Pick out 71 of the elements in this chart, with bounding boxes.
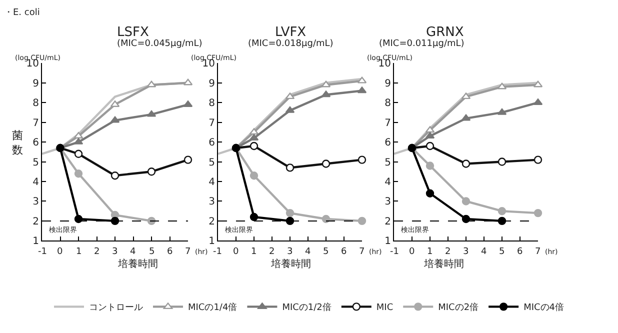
y-tick-label: 9 [32, 78, 39, 90]
x-tick-label: 2 [94, 247, 100, 257]
y-tick-label: 1 [32, 236, 39, 248]
x-tick-label: 5 [499, 247, 505, 257]
y-tick-label: 2 [208, 216, 215, 228]
y-tick-label: 6 [32, 138, 39, 149]
chart-title: LVFX [275, 25, 306, 40]
chart-title: LSFX [117, 25, 149, 40]
y-tick-label: 2 [384, 216, 391, 228]
y-tick-label: 3 [208, 196, 215, 208]
x-tick-label: 3 [112, 247, 118, 257]
x-axis-title: 培養時間 [423, 258, 464, 270]
y-tick-label: 5 [32, 157, 39, 168]
x-tick-label: 5 [149, 247, 155, 257]
x-tick-label: 4 [305, 247, 311, 257]
x-tick-label: 0 [233, 247, 239, 257]
x-tick-label: 6 [167, 247, 173, 257]
y-tick-label: 5 [384, 157, 391, 168]
x-tick-label: 5 [323, 247, 329, 257]
x-tick-label: 7 [359, 247, 365, 257]
x-tick-label: 6 [517, 247, 523, 257]
x-tick-label: -1 [390, 247, 399, 257]
y-tick-label: 2 [32, 216, 39, 228]
x-tick-label: 4 [481, 247, 487, 257]
x-axis-title: 培養時間 [117, 258, 158, 270]
y-tick-label: 1 [208, 236, 215, 248]
y-tick-label: 7 [32, 118, 39, 129]
y-tick-label: 3 [32, 196, 39, 208]
y-tick-label: 1 [384, 236, 391, 248]
y-tick-label: 3 [384, 196, 391, 208]
y-tick-label: 8 [384, 98, 391, 110]
chart-subtitle: (MIC=0.011μg/mL) [379, 39, 464, 49]
chart-subtitle: (MIC=0.018μg/mL) [248, 39, 334, 49]
y-tick-label: 9 [384, 78, 391, 90]
y-tick-label: 5 [208, 157, 215, 168]
y-tick-label: 8 [32, 98, 39, 110]
y-tick-label: 4 [32, 177, 39, 188]
x-tick-label: 7 [185, 247, 191, 257]
x-tick-label: -1 [38, 247, 47, 257]
legend-label: MICの1/4倍 [188, 302, 238, 314]
x-tick-label: 1 [251, 247, 257, 257]
legend-label: MICの1/2倍 [282, 302, 332, 314]
legend-label: MICの2倍 [438, 302, 479, 314]
x-tick-label: 1 [427, 247, 433, 257]
x-tick-label: 7 [535, 247, 541, 257]
y-tick-label: 4 [384, 177, 391, 188]
chart-title: GRNX [426, 25, 464, 40]
y-axis-title: 菌数 [12, 129, 23, 156]
y-tick-label: 6 [208, 138, 215, 149]
y-tick-label: 4 [208, 177, 215, 188]
y-tick-label: 7 [208, 118, 215, 129]
legend-label: MIC [376, 303, 394, 314]
y-tick-label: 8 [208, 98, 215, 110]
x-tick-label: 1 [76, 247, 82, 257]
y-tick-label: 9 [208, 78, 215, 90]
x-tick-label: 0 [57, 247, 63, 257]
legend-label: MICの4倍 [524, 302, 564, 314]
x-tick-label: 6 [341, 247, 347, 257]
y-tick-label: 7 [384, 118, 391, 129]
text: ・E. coli [4, 8, 40, 18]
x-tick-label: 3 [287, 247, 293, 257]
y-tick-label: 6 [384, 138, 391, 149]
chart-subtitle: (MIC=0.045μg/mL) [117, 39, 202, 49]
x-tick-label: -1 [213, 247, 222, 257]
x-tick-label: 3 [463, 247, 469, 257]
x-axis-title: 培養時間 [270, 258, 311, 270]
x-tick-label: 2 [445, 247, 451, 257]
legend-label: コントロール [89, 303, 143, 314]
x-tick-label: 0 [409, 247, 415, 257]
x-tick-label: 2 [269, 247, 275, 257]
x-tick-label: 4 [130, 247, 136, 257]
